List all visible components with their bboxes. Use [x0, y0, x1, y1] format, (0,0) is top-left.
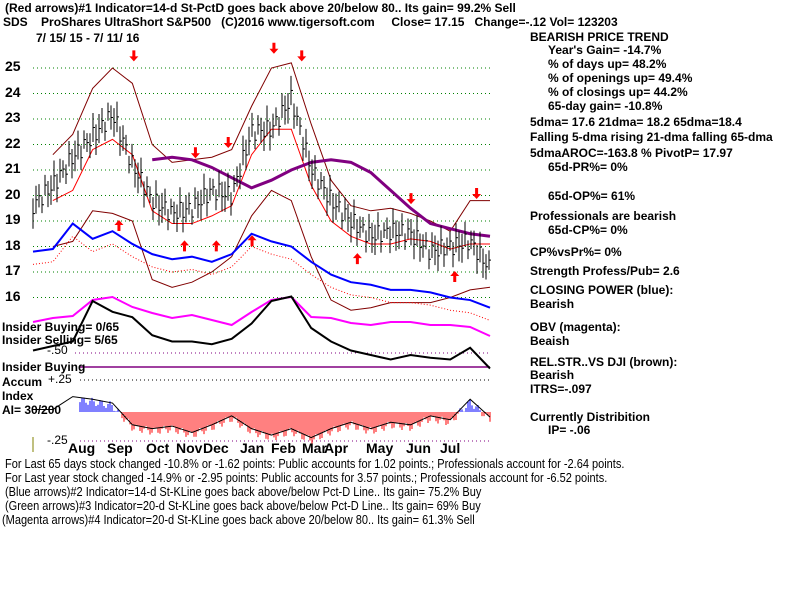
stats-line: REL.STR..VS DJI (brown):	[530, 355, 678, 369]
red-down-arrow-icon	[472, 188, 482, 200]
red-down-arrow-icon	[190, 147, 200, 159]
ma21-line	[52, 128, 490, 250]
stats-line: IP= -.06	[548, 423, 591, 437]
y-tick-label: 19	[5, 211, 21, 227]
y-tick-label: 17	[5, 262, 21, 278]
stats-line: CP%vsPr%= 0%	[530, 245, 622, 259]
stats-line: CLOSING POWER (blue):	[530, 283, 674, 297]
footer-magenta-arrows: (Magenta arrows)#4 Indicator=20-d St-KLi…	[2, 513, 475, 527]
stats-line: Strength Profess/Pub= 2.6	[530, 264, 680, 278]
x-tick-label: May	[366, 440, 394, 456]
stats-line: 5dmaAROC=-163.8 % PivotP= 17.97	[530, 146, 733, 160]
footer-green-arrows: (Green arrows)#3 Indicator=20-d St-KLine…	[5, 499, 481, 513]
stats-line: Falling 5-dma rising 21-dma falling 65-d…	[530, 130, 773, 144]
header-ticker-line: SDS ProShares UltraShort S&P500 (C)2016 …	[3, 16, 618, 29]
x-tick-label: Mar	[302, 440, 327, 456]
y-tick-label: 21	[5, 160, 21, 176]
y-tick-label: 22	[5, 134, 21, 151]
insider-buying-label: Insider Buying	[2, 360, 86, 374]
stats-line: Beaish	[530, 334, 570, 348]
x-tick-label: Feb	[271, 440, 296, 456]
x-tick-label: Dec	[203, 440, 229, 456]
rel-str-line	[32, 295, 491, 370]
red-down-arrow-icon	[129, 50, 139, 62]
ticker: SDS	[3, 15, 28, 29]
footer-last-year: For Last year stock changed -14.9% or -2…	[5, 471, 608, 485]
stats-line: Year's Gain= -14.7%	[548, 43, 662, 57]
red-down-arrow-icon	[269, 42, 279, 54]
accum-label: Accum	[2, 375, 43, 389]
header-indicator-1: (Red arrows)#1 Indicator=14-d St-PctD go…	[5, 1, 516, 15]
x-tick-label: Jan	[240, 440, 265, 456]
stats-line: % of days up= 48.2%	[548, 57, 667, 71]
y-tick-label: 24	[5, 83, 21, 100]
stats-line: 65d-OP%= 61%	[548, 189, 636, 203]
stats-line: Professionals are bearish	[530, 209, 677, 223]
stats-line: % of openings up= 49.4%	[548, 71, 693, 85]
closing-power-line	[32, 222, 491, 309]
stats-line: 65-day gain= -10.8%	[548, 99, 663, 113]
minus-25-label: -.25	[47, 433, 68, 447]
red-down-arrow-icon	[297, 50, 307, 62]
x-tick-label: Jul	[440, 440, 461, 456]
ai-label: AI= 30/200	[2, 403, 62, 417]
x-tick-label: Nov	[176, 440, 203, 456]
stats-line: % of closings up= 44.2%	[548, 85, 688, 99]
red-up-arrow-icon	[352, 253, 362, 265]
change-value: Change=-.12 Vol= 123203	[474, 15, 618, 29]
date-range: 7/ 15/ 15 - 7/ 11/ 16	[36, 31, 140, 45]
accum-line	[33, 396, 491, 439]
y-tick-label: 18	[5, 236, 21, 253]
red-down-arrow-icon	[223, 137, 233, 149]
insider-selling-count: Insider Selling= 5/65	[2, 333, 118, 347]
index-label: Index	[2, 389, 34, 403]
stats-line: BEARISH PRICE TREND	[530, 30, 669, 44]
red-up-arrow-icon	[114, 220, 124, 231]
x-tick-label: Oct	[146, 440, 170, 456]
red-down-arrow-icon	[406, 193, 416, 205]
lower-band	[52, 189, 491, 311]
stats-line: OBV (magenta):	[530, 320, 621, 334]
x-tick-label: Sep	[107, 440, 133, 456]
obv-line	[32, 295, 491, 337]
x-tick-label: Aug	[68, 440, 96, 456]
y-tick-label: 16	[5, 287, 21, 304]
stats-line: 65d-CP%= 0%	[548, 223, 628, 237]
ma65-line	[152, 155, 491, 238]
y-tick-label: 25	[5, 58, 21, 74]
insider-buying-count: Insider Buying= 0/65	[2, 320, 120, 334]
x-tick-label: Apr	[324, 440, 349, 456]
close-value: Close= 17.15	[391, 15, 465, 29]
upper-band	[52, 62, 490, 232]
y-tick-label: 20	[5, 185, 21, 202]
stats-line: 5dma= 17.6 21dma= 18.2 65dma=18.4	[530, 115, 742, 129]
red-up-arrow-icon	[211, 240, 221, 252]
red-up-arrow-icon	[450, 271, 460, 282]
cp-ma-line	[32, 235, 491, 321]
plus-25-label: +.25	[48, 372, 72, 386]
red-up-arrow-icon	[180, 240, 190, 252]
x-tick-label: Jun	[406, 440, 431, 456]
y-tick-label: 23	[5, 109, 21, 125]
security-name: ProShares UltraShort S&P500	[41, 15, 212, 29]
minus-50-label: -.50	[47, 343, 68, 357]
footer-65-days: For Last 65 days stock changed -10.8% or…	[5, 457, 625, 471]
stats-line: 65d-PR%= 0%	[548, 160, 628, 174]
footer-blue-arrows: (Blue arrows)#2 Indicator=14-d St-KLine …	[5, 485, 482, 499]
stats-line: Currently Distribition	[530, 410, 651, 424]
stats-line: Bearish	[530, 368, 575, 382]
red-up-arrow-icon	[247, 235, 257, 247]
stats-line: Bearish	[530, 297, 575, 311]
copyright: (C)2016 www.tigersoft.com	[221, 15, 375, 29]
stats-line: ITRS=-.097	[530, 382, 592, 396]
